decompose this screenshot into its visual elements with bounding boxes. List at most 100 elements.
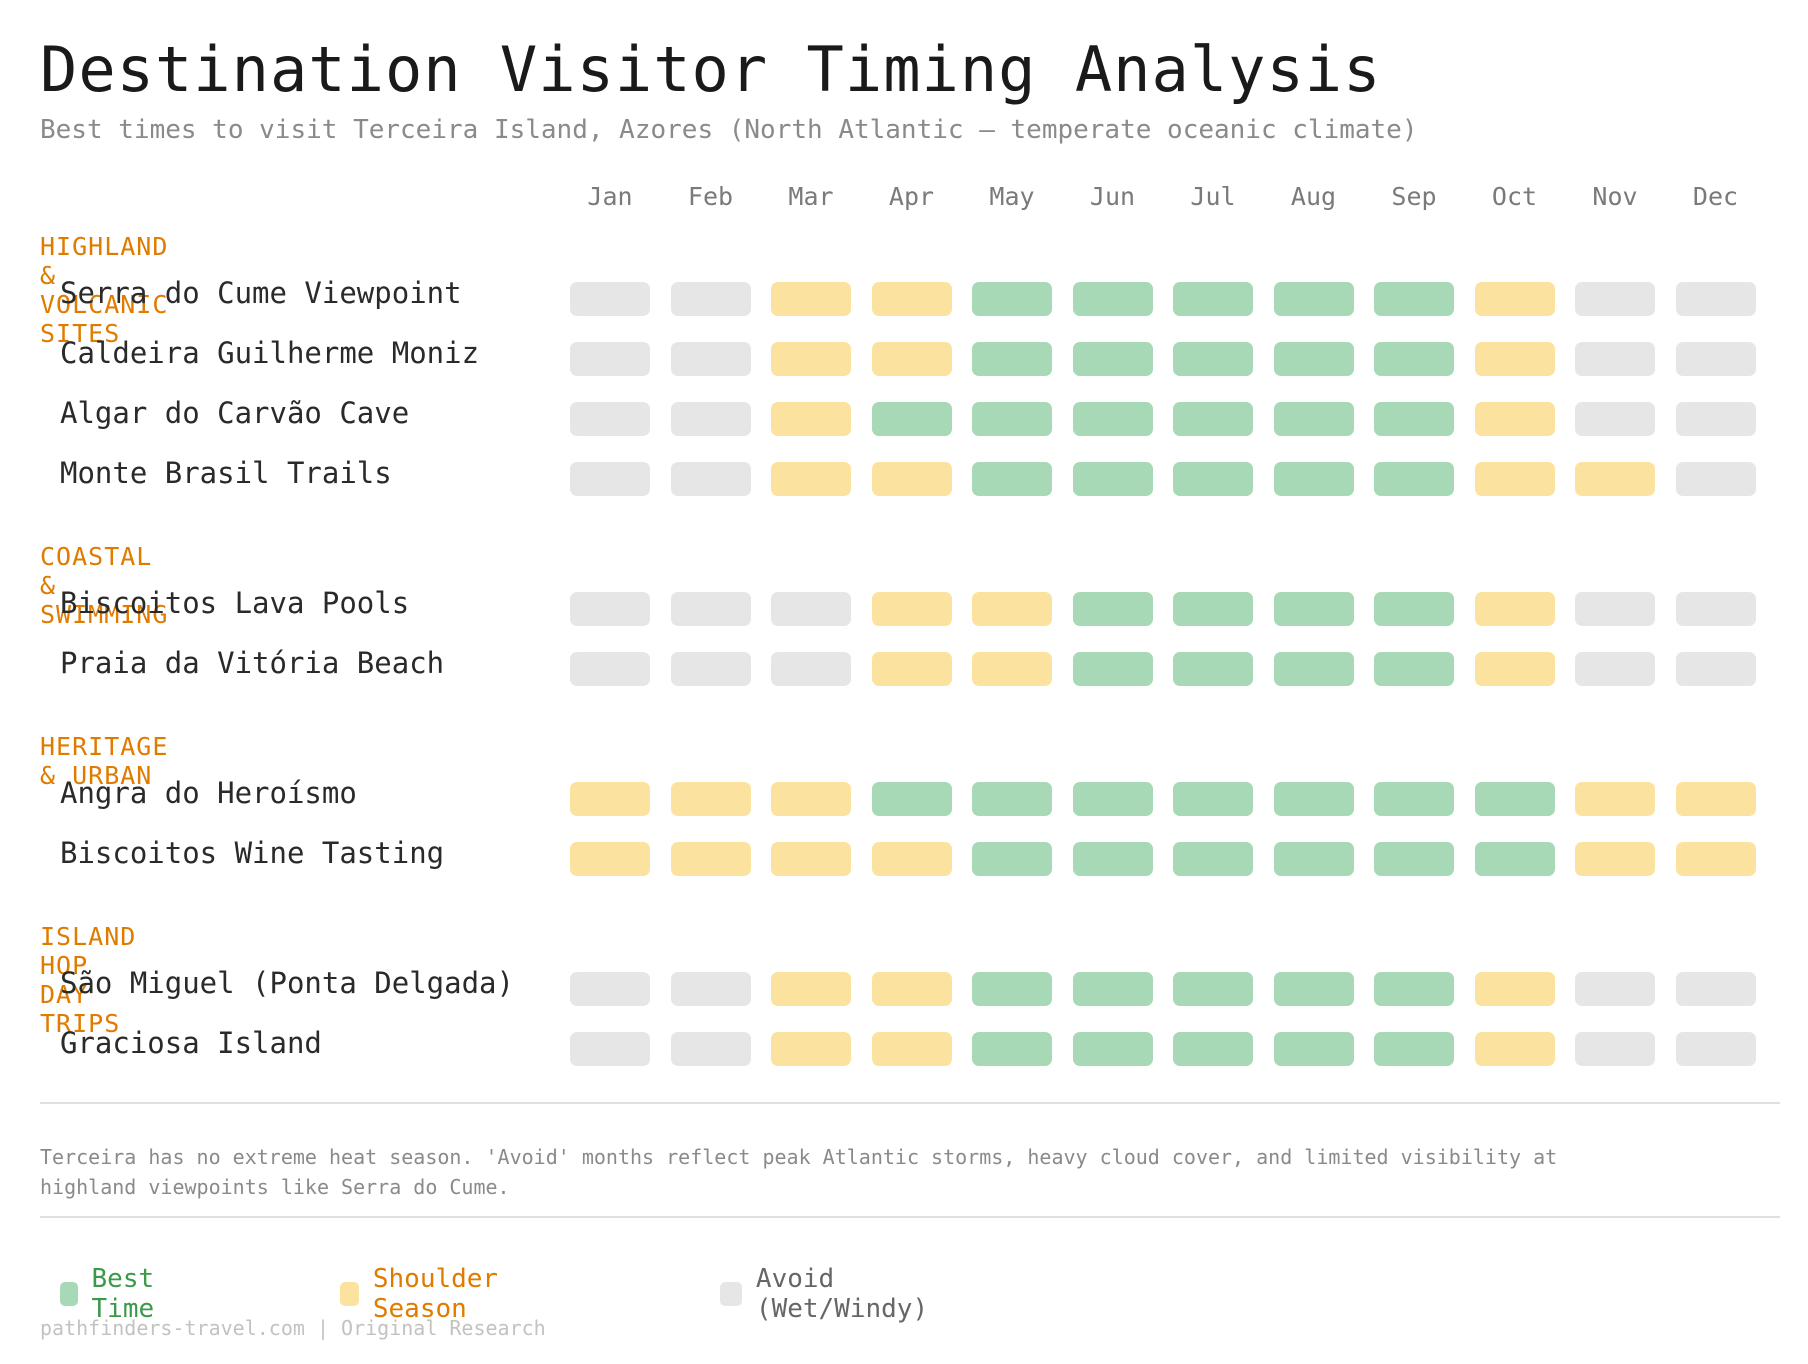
heatmap-cell-shoulder (1474, 972, 1555, 1006)
heatmap-cell-avoid (1575, 1032, 1655, 1066)
heatmap-cell-best (972, 462, 1052, 496)
heatmap-cell-best (1173, 972, 1253, 1006)
heatmap-cell-best (1374, 402, 1454, 436)
heatmap-cell-avoid (570, 462, 650, 496)
heatmap-cell-shoulder (1575, 782, 1655, 816)
legend-item-shoulder: Shoulder Season (340, 1264, 511, 1324)
divider-top (40, 1102, 1780, 1104)
heatmap-cell-shoulder (670, 782, 751, 816)
chart-title: Destination Visitor Timing Analysis (40, 33, 1382, 106)
heatmap-cell-best (1273, 282, 1354, 316)
heatmap-cell-best (1072, 402, 1153, 436)
heatmap-cell-shoulder (771, 462, 851, 496)
heatmap-cell-best (1072, 972, 1153, 1006)
heatmap-cell-best (1072, 842, 1153, 876)
heatmap-cell-avoid (1675, 342, 1756, 376)
heatmap-cell-best (1273, 1032, 1354, 1066)
month-label-sep: Sep (1391, 182, 1437, 211)
heatmap-cell-shoulder (1675, 782, 1756, 816)
heatmap-cell-best (1072, 1032, 1153, 1066)
heatmap-cell-best (972, 282, 1052, 316)
heatmap-cell-best (1173, 462, 1253, 496)
heatmap-cell-best (1173, 282, 1253, 316)
heatmap-cell-best (1273, 652, 1354, 686)
row-label: Graciosa Island (60, 1026, 322, 1060)
heatmap-cell-avoid (1675, 282, 1756, 316)
heatmap-cell-shoulder (1474, 652, 1555, 686)
heatmap-cell-best (1374, 782, 1454, 816)
source-footer: pathfinders-travel.com | Original Resear… (40, 1316, 546, 1340)
heatmap-cell-shoulder (570, 842, 650, 876)
heatmap-cell-shoulder (1474, 592, 1555, 626)
row-label: Algar do Carvão Cave (60, 396, 410, 430)
heatmap-cell-avoid (570, 282, 650, 316)
month-label-jun: Jun (1089, 182, 1136, 211)
heatmap-cell-shoulder (1575, 842, 1655, 876)
month-label-dec: Dec (1692, 182, 1739, 211)
heatmap-cell-best (972, 402, 1052, 436)
heatmap-cell-avoid (1675, 462, 1756, 496)
heatmap-cell-best (1173, 782, 1253, 816)
heatmap-cell-avoid (1575, 342, 1655, 376)
heatmap-cell-shoulder (1474, 282, 1555, 316)
heatmap-cell-shoulder (871, 282, 952, 316)
heatmap-cell-shoulder (1474, 462, 1555, 496)
heatmap-cell-avoid (1575, 972, 1655, 1006)
heatmap-cell-avoid (1675, 592, 1756, 626)
legend-label-best: Best Time (91, 1264, 155, 1324)
row-label: Angra do Heroísmo (60, 776, 357, 810)
heatmap-cell-best (1374, 342, 1454, 376)
heatmap-cell-best (1273, 972, 1354, 1006)
row-label: Monte Brasil Trails (60, 456, 392, 490)
heatmap-cell-best (1374, 462, 1454, 496)
row-label: Biscoitos Wine Tasting (60, 836, 445, 870)
heatmap-cell-shoulder (771, 282, 851, 316)
heatmap-cell-shoulder (771, 402, 851, 436)
heatmap-cell-best (871, 782, 952, 816)
heatmap-cell-avoid (670, 592, 751, 626)
heatmap-cell-best (1474, 842, 1555, 876)
heatmap-cell-best (972, 782, 1052, 816)
heatmap-cell-shoulder (771, 782, 851, 816)
heatmap-cell-best (1173, 592, 1253, 626)
heatmap-cell-avoid (570, 342, 650, 376)
heatmap-cell-best (1173, 842, 1253, 876)
legend-swatch-shoulder (340, 1282, 359, 1306)
heatmap-cell-best (1273, 462, 1354, 496)
heatmap-cell-best (1474, 782, 1555, 816)
heatmap-cell-best (1072, 282, 1153, 316)
heatmap-cell-avoid (771, 592, 851, 626)
legend-label-avoid: Avoid (Wet/Windy) (755, 1264, 929, 1324)
heatmap-cell-avoid (1575, 592, 1655, 626)
heatmap-cell-avoid (1575, 402, 1655, 436)
heatmap-cell-avoid (670, 402, 751, 436)
row-label: São Miguel (Ponta Delgada) (60, 966, 514, 1000)
heatmap-cell-shoulder (871, 592, 952, 626)
chart-subtitle: Best times to visit Terceira Island, Azo… (40, 115, 1418, 145)
heatmap-cell-best (1273, 342, 1354, 376)
heatmap-cell-avoid (670, 972, 751, 1006)
heatmap-cell-best (1072, 782, 1153, 816)
heatmap-cell-shoulder (871, 842, 952, 876)
heatmap-cell-shoulder (670, 842, 751, 876)
heatmap-cell-avoid (1575, 282, 1655, 316)
heatmap-cell-avoid (1675, 972, 1756, 1006)
legend-item-best: Best Time (60, 1264, 169, 1324)
heatmap-cell-avoid (670, 282, 751, 316)
chart-container: Destination Visitor Timing Analysis Best… (40, 32, 1780, 1340)
heatmap-cell-best (1072, 342, 1153, 376)
legend-swatch-avoid (720, 1282, 742, 1306)
heatmap-cell-best (1273, 592, 1354, 626)
heatmap-cell-best (1374, 972, 1454, 1006)
month-label-apr: Apr (888, 182, 935, 211)
heatmap-cell-avoid (570, 592, 650, 626)
month-label-jan: Jan (587, 182, 633, 211)
heatmap-cell-best (1072, 462, 1153, 496)
heatmap-cell-avoid (771, 652, 851, 686)
month-label-nov: Nov (1592, 182, 1638, 211)
heatmap-cell-avoid (570, 972, 650, 1006)
heatmap-cell-avoid (570, 652, 650, 686)
category-label: HIGHLAND & VOLCANIC SITES (40, 232, 169, 348)
row-label: Praia da Vitória Beach (60, 646, 445, 680)
row-label: Serra do Cume Viewpoint (60, 276, 462, 310)
